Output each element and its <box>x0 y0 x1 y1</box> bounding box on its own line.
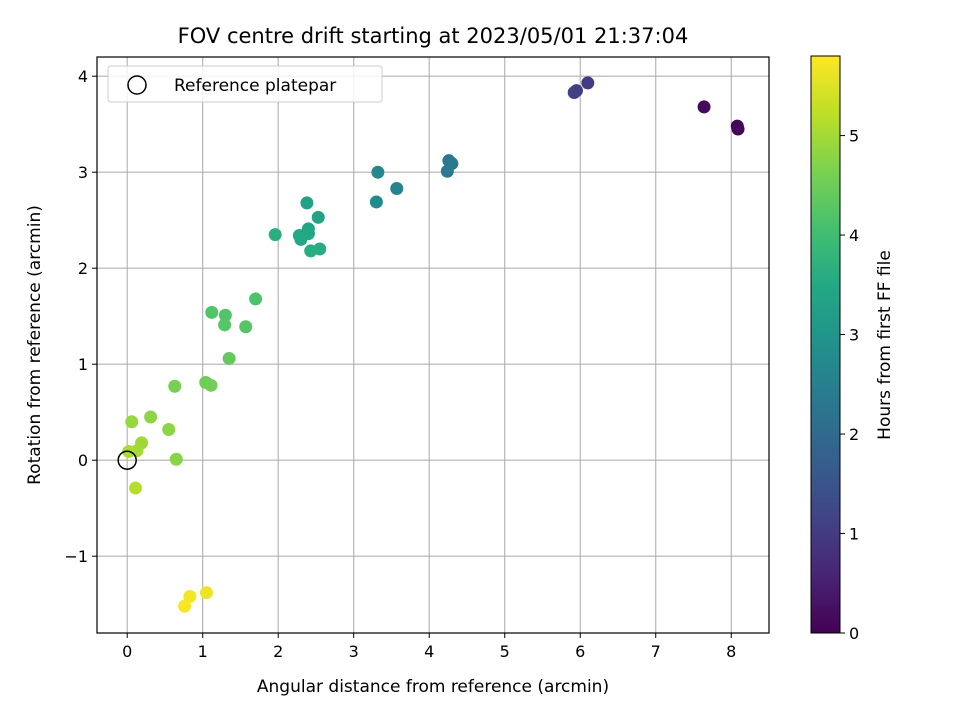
y-tick-label: 3 <box>78 163 88 182</box>
data-point <box>294 232 308 246</box>
data-point <box>178 599 192 613</box>
data-point <box>311 210 325 224</box>
data-point <box>183 590 197 604</box>
data-point <box>581 76 595 90</box>
colorbar-tick-label: 3 <box>849 326 859 345</box>
y-tick-label: 2 <box>78 259 88 278</box>
x-tick-label: 8 <box>726 642 736 661</box>
legend-marker-icon <box>127 75 147 95</box>
y-axis-label: Rotation from reference (arcmin) <box>25 205 45 485</box>
legend-label: Reference platepar <box>174 76 336 96</box>
data-point <box>199 586 213 600</box>
data-point <box>371 165 385 179</box>
data-point <box>304 244 318 258</box>
legend-box <box>107 65 383 103</box>
data-point <box>697 100 711 114</box>
legend: Reference platepar <box>107 65 383 103</box>
colorbar-tick-label: 1 <box>849 525 859 544</box>
data-point <box>169 452 183 466</box>
data-point <box>442 154 456 168</box>
data-point <box>144 410 158 424</box>
y-tick-label: 0 <box>78 451 88 470</box>
data-point <box>268 228 282 242</box>
x-tick-label: 7 <box>651 642 661 661</box>
scatter-points <box>122 76 745 613</box>
data-point <box>205 305 219 319</box>
colorbar-tick-label: 4 <box>849 226 859 245</box>
data-point <box>440 164 454 178</box>
y-tick-label: 4 <box>78 67 88 86</box>
colorbar-gradient <box>810 55 841 634</box>
data-point <box>204 378 218 392</box>
data-point <box>125 415 139 429</box>
colorbar-tick-label: 5 <box>849 127 859 146</box>
chart-title: FOV centre drift starting at 2023/05/01 … <box>178 24 689 48</box>
x-tick-label: 4 <box>424 642 434 661</box>
x-tick-label: 2 <box>273 642 283 661</box>
x-tick-label: 1 <box>198 642 208 661</box>
x-tick-label: 6 <box>575 642 585 661</box>
x-tick-label: 5 <box>500 642 510 661</box>
colorbar-ticks: 0 1 2 3 4 5 <box>840 127 859 643</box>
data-point <box>239 320 253 334</box>
colorbar: 0 1 2 3 4 5 Hours from first FF file <box>810 55 895 643</box>
data-point <box>567 86 581 100</box>
grid-lines <box>97 57 769 633</box>
colorbar-tick-label: 0 <box>849 624 859 643</box>
plot-frame <box>96 56 770 634</box>
data-point <box>300 196 314 210</box>
data-point <box>218 308 232 322</box>
y-ticks: −1 0 1 2 3 4 <box>64 67 97 566</box>
data-point <box>730 119 744 133</box>
y-tick-label: 1 <box>78 355 88 374</box>
y-tick-label: −1 <box>64 547 88 566</box>
reference-platepar-marker <box>117 450 137 470</box>
data-point <box>168 379 182 393</box>
data-point <box>390 182 404 196</box>
colorbar-tick-label: 2 <box>849 425 859 444</box>
x-ticks: 0 1 2 3 4 5 6 7 8 <box>122 633 736 661</box>
data-point <box>222 351 236 365</box>
colorbar-label: Hours from first FF file <box>875 250 895 440</box>
data-point <box>249 292 263 306</box>
x-tick-label: 3 <box>349 642 359 661</box>
data-point <box>218 318 232 332</box>
data-point <box>129 481 143 495</box>
x-axis-label: Angular distance from reference (arcmin) <box>257 677 609 697</box>
x-tick-label: 0 <box>122 642 132 661</box>
data-point <box>162 422 176 436</box>
data-point <box>369 195 383 209</box>
